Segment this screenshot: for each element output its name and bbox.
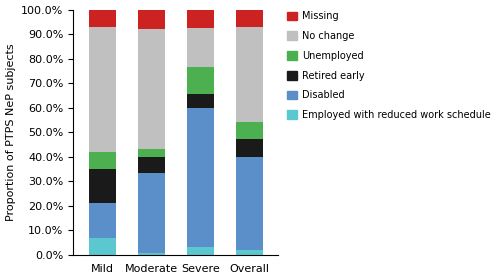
Bar (187, 94, 214, 108)
Bar (89, 169, 116, 203)
Bar (89, 27, 116, 152)
Bar (138, 29, 165, 149)
Bar (187, 67, 214, 94)
Bar (187, 10, 214, 28)
Bar (187, 108, 214, 247)
Bar (236, 122, 262, 139)
Bar (236, 10, 262, 27)
Bar (89, 237, 116, 255)
Bar (236, 157, 262, 250)
Bar (89, 203, 116, 237)
Bar (89, 10, 116, 27)
Bar (89, 152, 116, 169)
Y-axis label: Proportion of PTPS NeP subjects: Proportion of PTPS NeP subjects (6, 43, 16, 221)
Bar (138, 149, 165, 157)
Bar (138, 10, 165, 29)
Bar (187, 247, 214, 255)
Bar (138, 253, 165, 255)
Bar (138, 172, 165, 253)
Bar (138, 157, 165, 172)
Legend: Missing, No change, Unemployed, Retired early, Disabled, Employed with reduced w: Missing, No change, Unemployed, Retired … (286, 10, 492, 122)
Bar (187, 28, 214, 67)
Bar (236, 139, 262, 157)
Bar (236, 250, 262, 255)
Bar (236, 27, 262, 122)
